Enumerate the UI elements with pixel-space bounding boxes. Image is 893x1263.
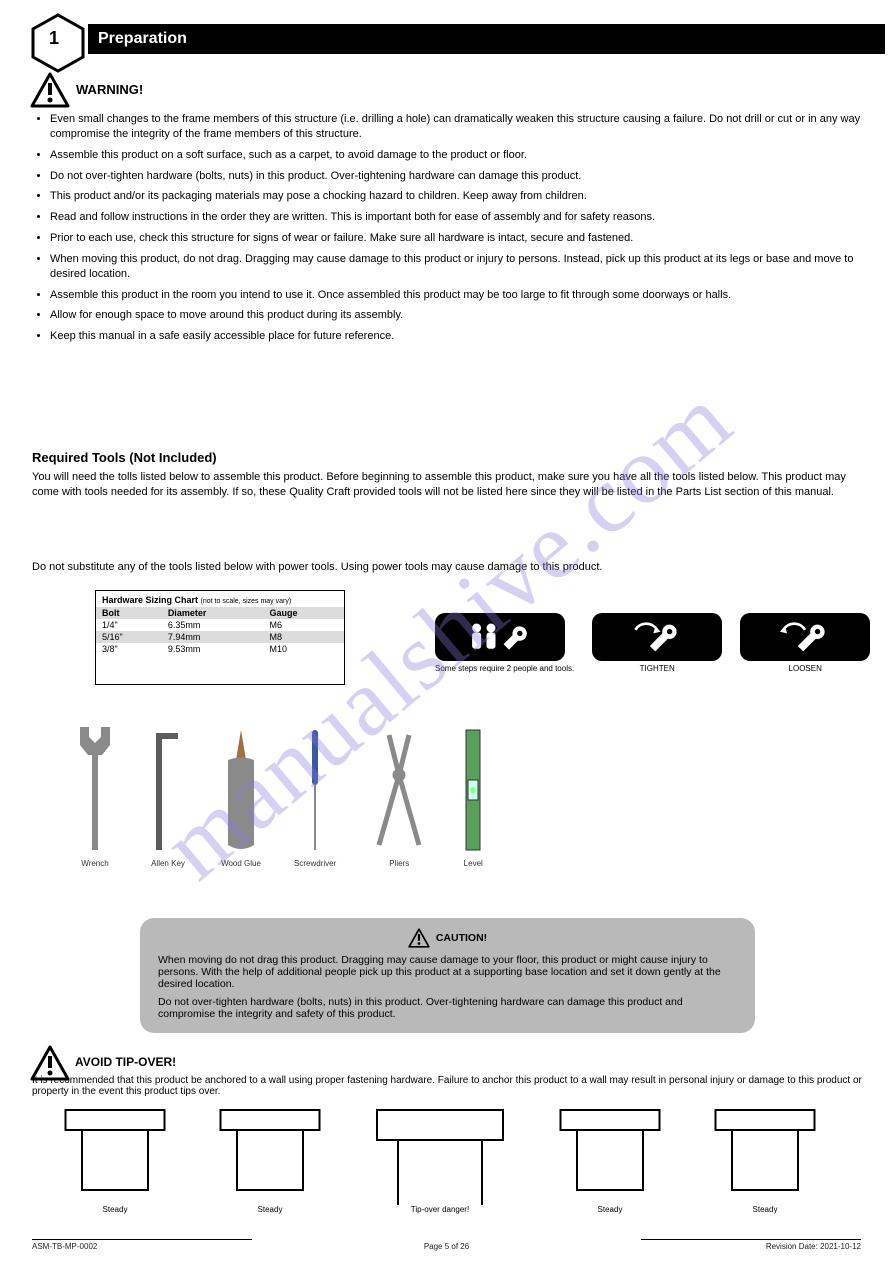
hardware-sizing-chart: Hardware Sizing Chart (not to scale, siz… (95, 590, 345, 685)
hw-note: (not to scale, sizes may vary) (201, 598, 292, 605)
warning-bullet: Assemble this product on a soft surface,… (50, 148, 863, 163)
tipover-text: It is recommended that this product be a… (32, 1075, 863, 1097)
tools-para1: You will need the tolls listed below to … (32, 470, 863, 500)
caution-label: CAUTION! (436, 932, 487, 944)
caution-icon (408, 928, 430, 948)
warning-icon (30, 72, 70, 108)
instruction-icons: Some steps require 2 people and tools. T… (435, 613, 870, 673)
tipover-label: AVOID TIP-OVER! (75, 1055, 176, 1069)
caution-box: CAUTION! When moving do not drag this pr… (140, 918, 755, 1033)
tipover-diagram: Steady (710, 1105, 820, 1214)
icon-label-1: TIGHTEN (592, 664, 722, 673)
warning-bullet: Assemble this product in the room you in… (50, 288, 863, 303)
tighten-icon (592, 613, 722, 661)
tipover-diagram: Steady (215, 1105, 325, 1214)
header-title: Preparation (98, 30, 187, 48)
tipover-diagram: Steady (555, 1105, 665, 1214)
warning-bullet: Even small changes to the frame members … (50, 112, 863, 142)
header-bar: Preparation (88, 24, 885, 54)
tool-allenkey: Allen Key (148, 725, 188, 868)
caution-line-0: When moving do not drag this product. Dr… (158, 954, 737, 990)
footer: ASM-TB-MP-0002 Page 5 of 26 Revision Dat… (32, 1239, 861, 1251)
caution-line-1: Do not over-tighten hardware (bolts, nut… (158, 996, 737, 1020)
tool-level: Level (462, 725, 484, 868)
warning-bullet: Allow for enough space to move around th… (50, 308, 863, 323)
warning-bullet: When moving this product, do not drag. D… (50, 252, 863, 282)
tool-screwdriver: Screwdriver (294, 725, 336, 868)
tool-pliers: Pliers (364, 725, 434, 868)
icon-label-2: LOOSEN (740, 664, 870, 673)
warning-bullet: Keep this manual in a safe easily access… (50, 329, 863, 344)
icon-label-0: Some steps require 2 people and tools. (435, 664, 574, 673)
tipover-diagram: Tip-over danger! (370, 1105, 510, 1214)
warning-bullets: Even small changes to the frame members … (35, 112, 863, 350)
tool-row: Wrench Allen Key Wood Glue Screwdriver P… (70, 725, 484, 868)
tool-wrench: Wrench (70, 725, 120, 868)
tipover-diagram: Steady (60, 1105, 170, 1214)
warning-bullet: Do not over-tighten hardware (bolts, nut… (50, 169, 863, 184)
footer-center: Page 5 of 26 (252, 1242, 641, 1251)
hw-title: Hardware Sizing Chart (102, 595, 198, 605)
footer-right: Revision Date: 2021-10-12 (641, 1239, 861, 1251)
warning-bullet: Read and follow instructions in the orde… (50, 210, 863, 225)
tools-para2: Do not substitute any of the tools liste… (32, 560, 863, 575)
tools-heading: Required Tools (Not Included) (32, 450, 217, 465)
two-person-icon (435, 613, 565, 661)
warning-bullet: This product and/or its packaging materi… (50, 189, 863, 204)
footer-left: ASM-TB-MP-0002 (32, 1239, 252, 1251)
loosen-icon (740, 613, 870, 661)
warning-label: WARNING! (76, 82, 143, 97)
warning-bullet: Prior to each use, check this structure … (50, 231, 863, 246)
step-number: 1 (49, 28, 59, 49)
tool-glue: Wood Glue (216, 725, 266, 868)
tipover-diagrams: Steady Steady Tip-over danger! Steady St… (60, 1105, 820, 1214)
